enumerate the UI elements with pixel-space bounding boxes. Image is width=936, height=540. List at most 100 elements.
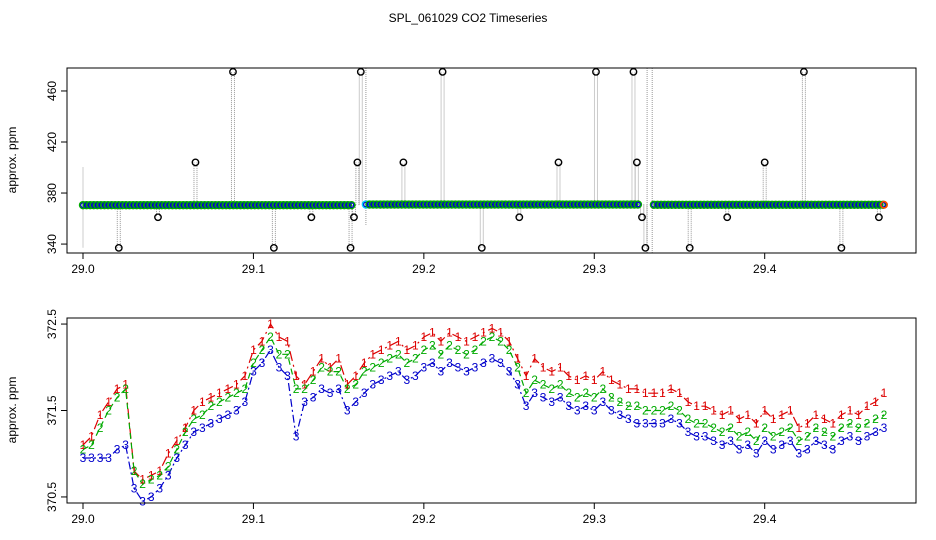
- baseline-point: [209, 202, 215, 208]
- baseline-point: [391, 201, 398, 208]
- series-3-marker: 3: [480, 356, 487, 370]
- series-2-marker: 2: [795, 434, 802, 448]
- baseline-point: [651, 201, 657, 208]
- baseline-point: [722, 201, 729, 208]
- series-1-marker: 1: [770, 412, 777, 426]
- series-3-marker: 3: [616, 408, 623, 422]
- baseline-point: [176, 202, 183, 208]
- series-1-marker: 1: [233, 378, 240, 392]
- series-2-marker: 2: [668, 399, 675, 413]
- series-2-marker: 2: [114, 391, 121, 405]
- series-1-marker: 1: [199, 395, 206, 409]
- series-3-marker: 3: [310, 391, 317, 405]
- series-1-marker: 1: [463, 334, 470, 348]
- outlier-point: [269, 243, 278, 252]
- series-3-marker: 3: [489, 352, 496, 366]
- series-1-marker: 1: [344, 378, 351, 392]
- baseline-point: [567, 201, 573, 208]
- series-1-marker: 1: [753, 416, 760, 430]
- series-2-marker: 2: [778, 425, 785, 439]
- baseline-point: [840, 201, 847, 208]
- series-2-marker: 2: [616, 395, 623, 409]
- series-2-marker: 2: [386, 352, 393, 366]
- series-3-marker: 3: [710, 434, 717, 448]
- series-1-marker: 1: [131, 464, 138, 478]
- baseline-point: [801, 201, 808, 208]
- series-3-marker: 3: [821, 438, 828, 452]
- y-tick-label: 340: [45, 234, 59, 254]
- baseline-point: [287, 202, 294, 208]
- series-2-marker: 2: [693, 416, 700, 430]
- baseline-point: [105, 202, 111, 208]
- series-1-marker: 1: [574, 373, 581, 387]
- baseline-point-ring: [875, 200, 884, 209]
- series-2-line: [82, 335, 885, 485]
- baseline-point: [491, 201, 498, 208]
- series-3-marker: 3: [190, 425, 197, 439]
- series-1-marker: 1: [378, 343, 385, 357]
- baseline-point: [588, 201, 595, 208]
- series-2-marker: 2: [369, 360, 376, 374]
- baseline-point: [477, 201, 484, 208]
- outlier-point: [154, 213, 162, 222]
- baseline-point: [244, 202, 251, 208]
- baseline-point: [620, 201, 627, 208]
- baseline-point: [765, 201, 772, 208]
- series-2-marker: 2: [327, 365, 334, 379]
- baseline-point: [631, 201, 638, 208]
- baseline-point: [191, 202, 197, 208]
- baseline-point: [90, 202, 97, 208]
- series-2-marker: 2: [318, 360, 325, 374]
- baseline-point: [701, 201, 707, 208]
- baseline-point: [665, 201, 672, 208]
- baseline-point: [758, 201, 765, 208]
- series-2-marker: 2: [881, 408, 888, 422]
- baseline-point: [844, 201, 850, 208]
- series-1-marker: 1: [736, 412, 743, 426]
- baseline-point: [697, 201, 704, 208]
- series-1-marker: 1: [259, 334, 266, 348]
- series-3-marker: 3: [225, 408, 232, 422]
- series-3-marker: 3: [634, 416, 641, 430]
- baseline-point: [772, 201, 779, 208]
- baseline-point: [812, 201, 818, 208]
- baseline-point: [592, 201, 598, 208]
- y-tick-label: 420: [45, 132, 59, 152]
- baseline-point: [808, 201, 815, 208]
- outlier-point: [356, 67, 365, 76]
- series-3-marker: 3: [540, 391, 547, 405]
- series-2-marker: 2: [625, 399, 632, 413]
- series-3-marker: 3: [139, 494, 146, 508]
- series-1-marker: 1: [506, 334, 513, 348]
- y-tick-label: 371.5: [45, 395, 59, 425]
- baseline-point: [858, 201, 865, 208]
- series-1-marker: 1: [429, 326, 436, 340]
- series-3-marker: 3: [557, 391, 564, 405]
- series-1-marker: 1: [276, 330, 283, 344]
- panel-2-y-label: approx. ppm: [5, 377, 19, 444]
- baseline-point: [744, 201, 750, 208]
- baseline-point: [794, 201, 800, 208]
- outlier-point: [638, 213, 646, 222]
- series-2-marker: 2: [838, 421, 845, 435]
- baseline-point: [280, 202, 287, 208]
- baseline-point: [219, 202, 226, 208]
- series-3-marker: 3: [421, 360, 428, 374]
- baseline-point: [370, 201, 376, 208]
- baseline-point: [661, 201, 668, 208]
- series-1-marker: 1: [480, 326, 487, 340]
- baseline-point: [284, 202, 290, 208]
- series-1-marker: 1: [156, 464, 163, 478]
- baseline-point: [187, 202, 194, 208]
- baseline-point: [747, 201, 754, 208]
- series-1-marker: 1: [676, 386, 683, 400]
- series-2-marker: 2: [651, 404, 658, 418]
- series-1-marker: 1: [616, 378, 623, 392]
- series-2-marker: 2: [761, 421, 768, 435]
- outlier-point: [515, 213, 524, 222]
- series-1-marker: 1: [165, 447, 172, 461]
- x-tick-label: 29.3: [583, 262, 607, 276]
- series-1-marker: 1: [122, 378, 129, 392]
- baseline-point: [194, 202, 201, 208]
- baseline-point: [869, 201, 876, 208]
